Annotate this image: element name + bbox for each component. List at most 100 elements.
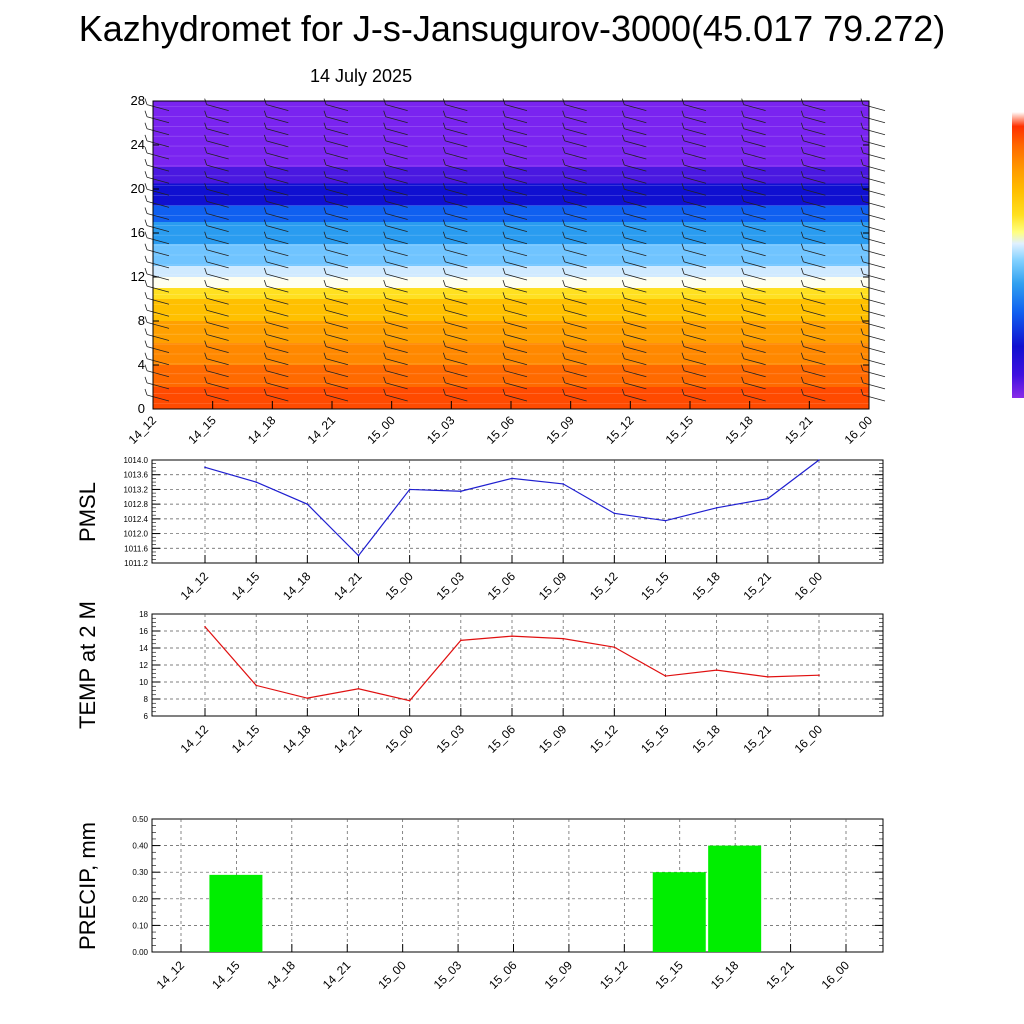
- wind-barb: [266, 309, 289, 317]
- wind-barb-flag: [144, 110, 148, 117]
- temp-point: [408, 699, 411, 702]
- wind-barb-flag: [800, 134, 804, 142]
- y-axis-label: PMSL: [75, 482, 100, 542]
- wind-barb: [803, 273, 826, 281]
- wind-barb: [624, 346, 647, 353]
- wind-barb-flag: [860, 171, 864, 178]
- wind-barb-flag: [383, 340, 387, 347]
- wind-barb-flag: [144, 255, 148, 263]
- wind-barb: [624, 370, 647, 378]
- wind-barb: [862, 394, 886, 402]
- pmsl-point: [357, 554, 360, 557]
- wind-barb: [564, 322, 587, 329]
- wind-barb: [266, 225, 289, 232]
- wind-barb-flag: [323, 388, 327, 396]
- wind-barb-flag: [442, 110, 446, 117]
- x-tick-label: 15_21: [763, 958, 797, 992]
- wind-barb: [266, 297, 289, 305]
- wind-barb-flag: [204, 388, 208, 396]
- wind-barb: [803, 152, 826, 160]
- wind-barb-flag: [681, 267, 685, 275]
- wind-barb-flag: [323, 304, 327, 311]
- wind-barb: [624, 334, 647, 341]
- wind-barb-flag: [741, 316, 745, 323]
- wind-barb: [862, 164, 886, 172]
- x-tick-label: 15_21: [782, 413, 816, 447]
- wind-barb-flag: [621, 158, 625, 166]
- wind-barb-flag: [263, 231, 267, 238]
- wind-barb: [564, 346, 587, 353]
- wind-barb-flag: [323, 122, 327, 129]
- wind-barb-flag: [621, 340, 625, 347]
- wind-barb-flag: [263, 352, 267, 359]
- wind-barb: [803, 370, 826, 378]
- pmsl-point: [306, 503, 309, 505]
- wind-barb-flag: [562, 255, 566, 263]
- wind-barb-flag: [263, 267, 267, 275]
- wind-barb-flag: [383, 328, 387, 335]
- wind-barb-flag: [383, 364, 387, 371]
- wind-barb: [445, 358, 468, 366]
- wind-barb: [206, 140, 229, 148]
- wind-barb: [445, 285, 468, 293]
- wind-barb-flag: [860, 267, 864, 275]
- y-tick-label: 8: [144, 695, 149, 704]
- wind-barb-flag: [442, 195, 446, 202]
- x-tick-label: 16_00: [792, 569, 826, 603]
- x-tick-label: 14_18: [280, 569, 314, 603]
- wind-barb-flag: [860, 134, 864, 142]
- wind-barb-flag: [263, 122, 267, 129]
- wind-barb-flag: [204, 340, 208, 347]
- wind-barb-flag: [144, 171, 148, 178]
- wind-barb: [445, 140, 468, 148]
- wind-barb: [385, 261, 408, 269]
- wind-barb-flag: [383, 195, 387, 202]
- wind-barb: [803, 188, 826, 196]
- pmsl-point: [460, 490, 462, 493]
- wind-barb-flag: [383, 388, 387, 396]
- wind-barb: [683, 237, 707, 245]
- wind-barb: [624, 322, 647, 329]
- wind-barb-flag: [562, 110, 566, 117]
- wind-barb: [743, 237, 766, 245]
- wind-barb-flag: [860, 328, 864, 335]
- wind-barb: [803, 261, 826, 269]
- wind-barb-flag: [204, 243, 208, 250]
- heat-band: [153, 266, 869, 277]
- wind-barb: [206, 164, 229, 172]
- wind-barb: [325, 249, 349, 257]
- wind-barb-flag: [800, 316, 804, 323]
- wind-barb-flag: [800, 110, 804, 117]
- wind-barb: [564, 394, 587, 402]
- wind-barb: [146, 382, 170, 390]
- x-tick-label: 14_12: [178, 569, 212, 603]
- wind-barb-flag: [741, 195, 745, 202]
- wind-barb-flag: [383, 292, 387, 299]
- wind-barb-flag: [562, 304, 566, 311]
- wind-barb: [266, 261, 289, 269]
- wind-barb-flag: [204, 231, 208, 238]
- wind-barb-flag: [741, 255, 745, 263]
- wind-barb: [564, 297, 587, 305]
- wind-barb: [862, 346, 886, 353]
- wind-barb-flag: [681, 243, 685, 250]
- wind-barb-flag: [681, 364, 685, 371]
- wind-barb: [445, 237, 468, 245]
- wind-barb: [445, 297, 468, 305]
- wind-barb-flag: [681, 292, 685, 299]
- wind-barb: [504, 273, 528, 281]
- y-tick-label: 0.30: [132, 868, 148, 877]
- heat-band: [153, 299, 869, 321]
- wind-barb: [803, 128, 826, 136]
- wind-barb-flag: [681, 98, 685, 105]
- wind-barb: [146, 394, 170, 402]
- wind-barb-flag: [562, 388, 566, 396]
- wind-barb: [266, 358, 289, 366]
- wind-barb-flag: [860, 146, 864, 154]
- wind-barb: [385, 164, 408, 172]
- wind-barb: [206, 285, 229, 293]
- wind-barb: [325, 225, 349, 232]
- wind-barb: [206, 116, 229, 124]
- wind-barb-flag: [741, 328, 745, 335]
- x-tick-label: 16_00: [792, 722, 826, 756]
